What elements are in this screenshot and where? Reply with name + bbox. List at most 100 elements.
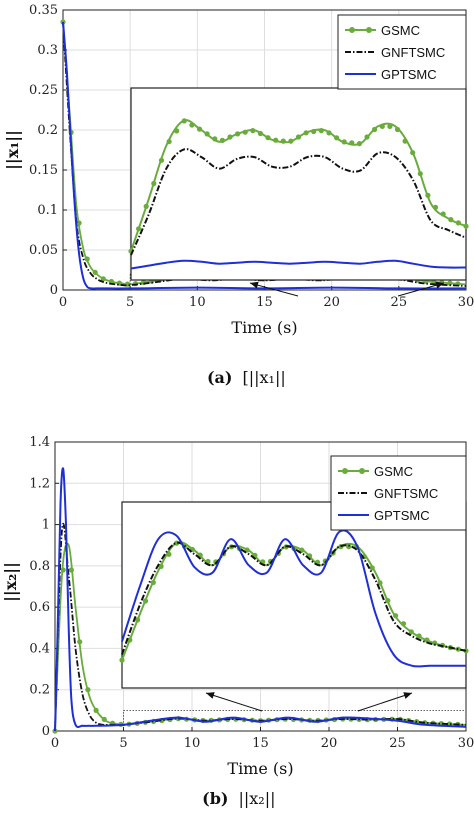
panel-a-inset-series-gsmc-marker-12 (219, 137, 225, 143)
panel-a-inset-series-gsmc-marker-9 (196, 126, 203, 132)
panel-a-inset-series-gsmc-marker-40 (432, 204, 439, 210)
panel-a-inset-series-gptsmc-line (130, 259, 467, 270)
panel-b-inset-series-gsmc-marker-23 (299, 547, 305, 553)
panel-a-inset-series-gsmc-marker-36 (402, 138, 408, 144)
panel-a-inset-series-gsmc-marker-32 (372, 126, 378, 133)
panel-a-series-gsmc-marker-2 (76, 220, 82, 226)
panel-a-inset-series-gsmc-marker-28 (341, 139, 347, 145)
panel-a-inset-series-gsmc-marker-39 (425, 192, 431, 198)
panel-a-inset-series-gsmc-marker-13 (227, 134, 233, 140)
panel-a-inset-series-gsmc-marker-30 (356, 141, 362, 147)
panel-b-series-gsmc-marker-3 (77, 639, 83, 645)
panel-b-inset-series-gptsmc-line (121, 529, 466, 668)
panel-a-series-gptsmc-line (62, 21, 467, 290)
panel-a-ytick-label-7: 0.35 (29, 3, 58, 18)
panel-a-caption-label: (a) (207, 368, 233, 387)
panel-a-inset-series-gsmc-marker-42 (448, 217, 454, 223)
panel-a-inset-series-gsmc-marker-31 (364, 134, 370, 140)
panel-a-legend-label-gsmc: GSMC (381, 23, 420, 38)
panel-a-caption-text: [||x₁|| (243, 368, 286, 387)
panel-b-ytick-label-1: 0.2 (29, 683, 50, 698)
panel-a-ytick-label-2: 0.1 (37, 203, 58, 218)
panel-a-inset-series-gsmc-marker-16 (250, 128, 256, 134)
panel-b-caption-text: ||x₂|| (239, 789, 276, 808)
panel-b-caption-label: (b) (202, 789, 228, 808)
panel-a-inset-series-gsmc-marker-17 (257, 130, 263, 137)
panel-b-inset-series-gsmc-marker-37 (408, 629, 414, 635)
panel-a-zoom-arrow-head-0 (250, 281, 259, 289)
panel-a-ytick-label-4: 0.2 (37, 123, 58, 138)
panel-a-inset-series-gsmc-marker-24 (311, 128, 317, 135)
panel-b-inset-series-gsmc-marker-4 (150, 579, 156, 586)
panel-b-series-gsmc-marker-4 (85, 687, 91, 693)
panel-b-legend-label-gptsmc: GPTSMC (374, 508, 430, 523)
panel-a-inset-series-gsmc-marker-44 (463, 223, 469, 229)
panel-b-ytick-label-7: 1.4 (29, 435, 50, 450)
panel-a-xtick-label-6: 30 (458, 295, 474, 310)
panel-b-series-gsmc-marker-6 (101, 716, 107, 723)
panel-b-inset-series-gsmc-marker-34 (385, 598, 391, 604)
panel-a-x-axis-label: Time (s) (231, 318, 297, 337)
panel-a-xtick-label-2: 10 (189, 295, 206, 310)
panel-a-inset-series-gsmc-marker-10 (204, 131, 210, 137)
panel-a-inset-series-gsmc-marker-29 (349, 140, 355, 146)
panel-a-inset-series-gsmc-marker-23 (303, 130, 309, 136)
panel-a-inset-series-gsmc-marker-33 (379, 123, 385, 129)
panel-a-inset-series-gsmc-marker-19 (273, 137, 279, 143)
panel-b-xtick-label-4: 20 (321, 736, 338, 751)
panel-b-legend-marker-b-gsmc (359, 468, 365, 474)
panel-a-inset-series-gsmc-marker-22 (295, 134, 302, 140)
panel-a-inset-series-gsmc-marker-7 (181, 118, 187, 124)
panel-a-legend-marker-b-gsmc (366, 27, 372, 33)
panel-b-xtick-label-1: 5 (119, 736, 127, 751)
panel-a-xtick-label-3: 15 (256, 295, 273, 310)
panel-a-inset-series-gsmc-marker-34 (387, 123, 393, 129)
panel-a-zoom-arrow-0 (249, 282, 299, 297)
panel-b-legend-marker-a-gsmc (342, 468, 348, 474)
panel-b-inset-frame (121, 501, 467, 689)
panel-b-legend-label-gnftsmc: GNFTSMC (374, 486, 438, 501)
panel-b-xtick-label-0: 0 (51, 736, 59, 751)
panel-a-legend-label-gnftsmc: GNFTSMC (381, 45, 445, 60)
panel-b-xtick-label-5: 25 (389, 736, 406, 751)
panel-b-inset-series-gsmc-marker-3 (142, 598, 149, 604)
panel-b-y-axis-label: ||x₂|| (1, 562, 20, 602)
panel-b-ytick-label-5: 1 (42, 518, 50, 533)
panel-b-ytick-label-2: 0.4 (29, 641, 50, 656)
panel-b-ytick-label-4: 0.8 (29, 559, 50, 574)
panel-b-zoom-arrow-head-1 (403, 692, 412, 699)
panel-a-ytick-label-6: 0.3 (37, 43, 58, 58)
panel-b-inset-series-gsmc-marker-36 (400, 621, 407, 627)
panel-a-ytick-label-3: 0.15 (29, 163, 58, 178)
panel-a-ytick-label-1: 0.05 (29, 243, 58, 258)
panel-a-ytick-label-0: 0 (50, 283, 58, 298)
panel-b-legend-label-gsmc: GSMC (374, 464, 413, 479)
panel-a-series-gsmc-marker-5 (100, 276, 106, 282)
panel-a-inset-series-gsmc-marker-3 (151, 180, 157, 187)
panel-a-y-axis-label: ||x₁|| (3, 130, 22, 170)
panel-a-inset-series-gsmc-marker-26 (326, 130, 332, 136)
panel-a-zoom-arrow-head-1 (435, 281, 444, 289)
panel-a-legend-marker-a-gsmc (349, 27, 355, 33)
panel-a-inset-series-gsmc-marker-20 (280, 138, 286, 144)
panel-a-zoom-box (129, 273, 467, 291)
panel-a-inset-series-gsmc-marker-37 (410, 150, 416, 156)
panel-a-ytick-label-5: 0.25 (29, 83, 58, 98)
panel-a-inset-series-gsmc-marker-27 (334, 135, 340, 141)
panel-a-inset-series-gnftsmc-line (130, 148, 467, 256)
panel-a-inset-series-gsmc-marker-41 (440, 211, 446, 217)
panel-b-xtick-label-2: 10 (184, 736, 201, 751)
panel-a-inset-series-gsmc-marker-35 (394, 126, 401, 133)
panel-b-series-gsmc-marker-2 (68, 567, 74, 573)
panel-a-inset-series-gsmc-marker-1 (136, 226, 142, 232)
panel-a-inset-series-gsmc-marker-6 (174, 128, 180, 134)
panel-b-xtick-label-3: 15 (252, 736, 269, 751)
panel-a-inset-series-gsmc-marker-5 (166, 139, 172, 145)
panel-b-inset-series-gsmc-marker-35 (393, 613, 399, 619)
panel-b-inset-series-gsmc-marker-33 (377, 580, 383, 586)
panel-b-zoom-box (123, 709, 467, 732)
panel-b-inset-series-gsmc-marker-32 (369, 565, 375, 571)
panel-a-inset-series-gsmc-marker-43 (455, 220, 461, 226)
panel-b-inset-series-gsmc-marker-2 (135, 617, 141, 623)
